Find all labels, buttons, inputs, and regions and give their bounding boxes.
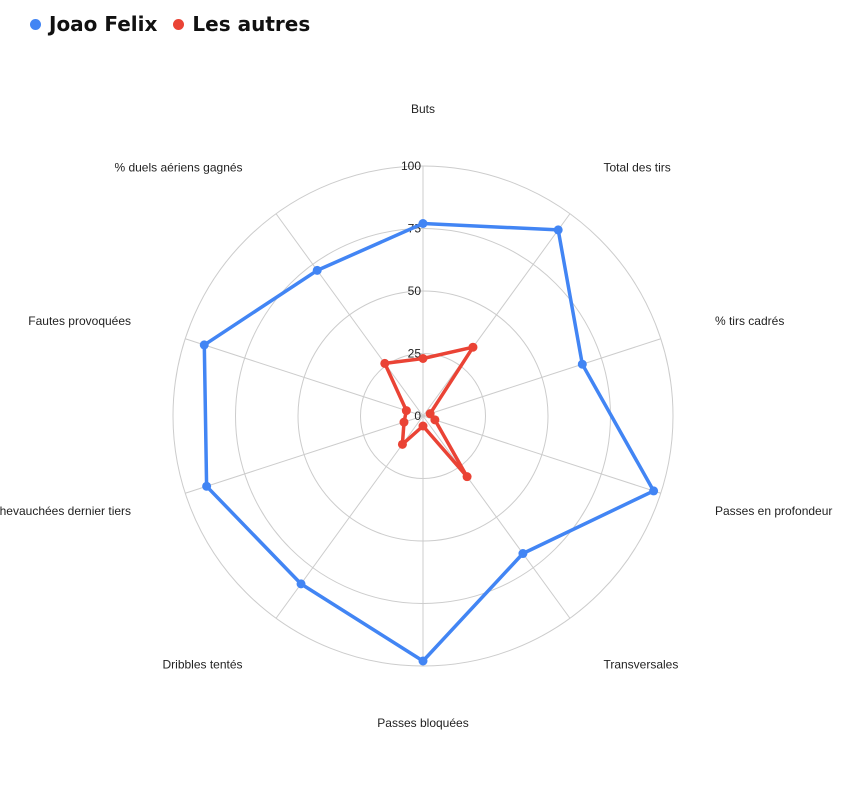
data-point-les-autres-buts xyxy=(418,354,428,363)
series-line-joao-felix xyxy=(202,221,656,663)
grid-spoke-passes-en-profondeur xyxy=(422,415,661,494)
axis-label-fautes-provoquees: Fautes provoquées xyxy=(28,314,131,328)
data-point-joao-felix-transversales xyxy=(518,549,528,559)
axis-label-buts: Buts xyxy=(411,102,435,116)
data-point-joao-felix-passes-bloquees xyxy=(418,656,428,666)
category-labels: Buts Total des tirs % tirs cadrés Passes en… xyxy=(0,102,832,730)
axis-label-duels-aeriens-gagnes: % duels aériens gagnés xyxy=(114,161,242,175)
grid-spoke-transversales xyxy=(422,415,571,619)
tick-label-0: 0 xyxy=(414,409,421,423)
legend-marker-joao-felix xyxy=(30,18,41,30)
data-point-les-autres-chevauchees-dernier-tiers xyxy=(399,417,409,427)
data-point-les-autres-total-des-tirs xyxy=(468,342,478,352)
data-point-joao-felix-total-des-tirs xyxy=(553,225,563,235)
data-point-les-autres-dribbles-tentes xyxy=(397,439,407,449)
data-point-les-autres-passes-en-profondeur xyxy=(430,415,440,425)
data-point-joao-felix-tirs-cadres xyxy=(577,359,587,369)
data-point-les-autres-duels-aeriens-gagnes xyxy=(380,358,390,368)
axis-label-tirs-cadres: % tirs cadrés xyxy=(715,314,784,328)
legend-item-joao-felix[interactable]: Joao Felix xyxy=(30,12,157,36)
legend: Joao Felix Les autres xyxy=(30,12,326,36)
radar-grid xyxy=(172,165,674,667)
axis-label-passes-en-profondeur: Passes en profondeur xyxy=(715,504,832,518)
series-layer xyxy=(199,219,659,666)
data-point-joao-felix-chevauchees-dernier-tiers xyxy=(202,481,212,491)
legend-item-les-autres[interactable]: Les autres xyxy=(173,12,310,36)
grid-spoke-fautes-provoquees xyxy=(185,338,424,417)
data-point-joao-felix-duels-aeriens-gagnes xyxy=(312,265,322,275)
data-point-les-autres-fautes-provoquees xyxy=(401,406,411,416)
grid-spoke-total-des-tirs xyxy=(422,213,571,417)
axis-label-dribbles-tentes: Dribbles tentés xyxy=(163,657,243,671)
tick-label-50: 50 xyxy=(408,284,422,298)
axis-label-chevauchees-dernier-tiers: Chevauchées dernier tiers xyxy=(0,504,131,518)
axis-label-transversales: Transversales xyxy=(603,657,678,671)
grid-spoke-tirs-cadres xyxy=(422,338,661,417)
tick-label-25: 25 xyxy=(408,347,422,361)
axis-label-total-des-tirs: Total des tirs xyxy=(603,161,670,175)
grid-spoke-chevauchees-dernier-tiers xyxy=(185,415,424,494)
data-point-les-autres-tirs-cadres xyxy=(425,409,435,419)
legend-label-les-autres: Les autres xyxy=(192,12,311,36)
axis-label-passes-bloquees: Passes bloquées xyxy=(377,716,468,730)
data-point-joao-felix-passes-en-profondeur xyxy=(649,486,659,496)
data-point-joao-felix-fautes-provoquees xyxy=(199,340,209,350)
grid-spoke-duels-aeriens-gagnes xyxy=(275,213,424,417)
data-point-joao-felix-dribbles-tentes xyxy=(296,579,306,589)
data-point-les-autres-transversales xyxy=(462,472,472,482)
legend-marker-les-autres xyxy=(173,18,185,30)
data-point-joao-felix-buts xyxy=(418,219,428,228)
data-point-les-autres-passes-bloquees xyxy=(418,421,428,431)
legend-label-joao-felix: Joao Felix xyxy=(49,12,158,36)
tick-label-100: 100 xyxy=(401,159,421,173)
